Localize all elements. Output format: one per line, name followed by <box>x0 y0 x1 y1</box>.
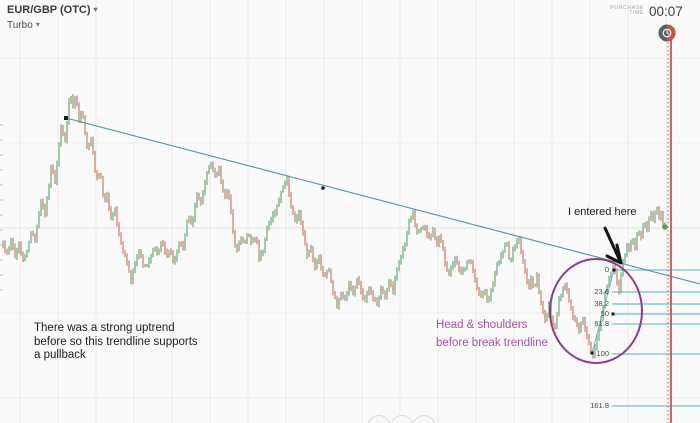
chevron-down-icon: ▾ <box>93 5 98 14</box>
timer-icon <box>658 24 676 42</box>
pattern-ellipse <box>549 258 643 364</box>
fib-level-label: 161.8 <box>590 401 609 410</box>
chart-control-button[interactable] <box>412 415 436 423</box>
candles-up <box>2 95 662 359</box>
fib-level-label: 23.6 <box>594 287 609 296</box>
fib-level-label: 38.2 <box>594 299 609 308</box>
chart-control-button[interactable] <box>367 415 391 423</box>
entry-arrow <box>603 226 623 265</box>
fib-level-label: 50 <box>600 309 609 318</box>
fib-level-label: 61.8 <box>594 319 609 328</box>
fib-handle <box>590 351 594 355</box>
candles-down <box>4 94 666 359</box>
symbol-label: EUR/GBP (OTC) <box>7 4 91 16</box>
purchase-time-value: 00:07 <box>649 4 683 19</box>
timeframe-selector[interactable]: Turbo ▾ <box>7 20 40 31</box>
chevron-down-icon: ▾ <box>35 20 40 29</box>
head-shoulders-annotation: Head & shoulders before break trendline <box>436 319 548 349</box>
trendline <box>65 117 700 285</box>
entry-annotation: I entered here <box>568 206 637 218</box>
symbol-selector[interactable]: EUR/GBP (OTC) ▾ <box>7 4 98 16</box>
current-price-dot <box>662 224 668 230</box>
fib-handle <box>611 312 615 316</box>
trendline-handle <box>64 116 68 120</box>
fib-level-label: 0 <box>604 265 609 274</box>
uptrend-annotation: There was a strong uptrend before so thi… <box>34 322 198 361</box>
purchase-time-label: PURCHASE TIME <box>610 5 644 16</box>
timeframe-label: Turbo <box>7 20 33 31</box>
trendline-mid-dot <box>321 186 325 190</box>
fib-handle <box>612 268 616 272</box>
fib-level-label: 100 <box>596 349 609 358</box>
chart-control-button[interactable] <box>390 415 414 423</box>
